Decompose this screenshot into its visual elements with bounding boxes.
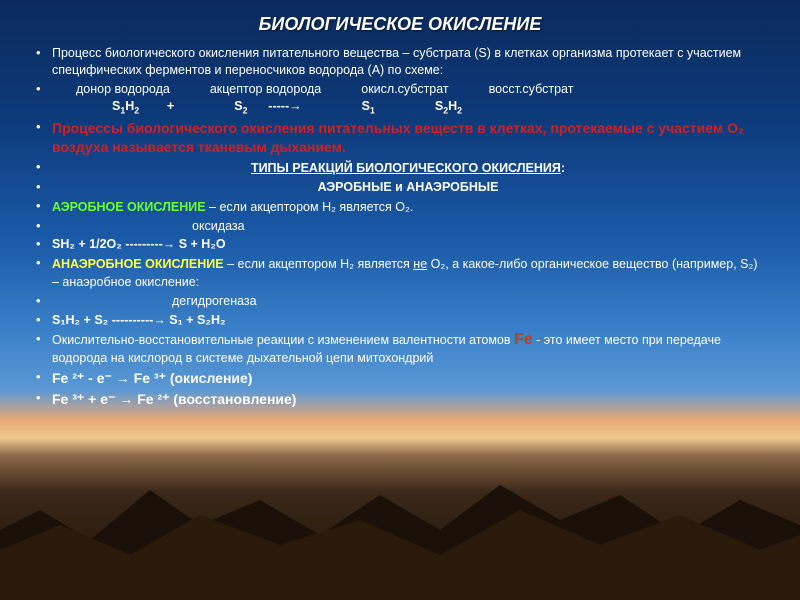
- slide-title: БИОЛОГИЧЕСКОЕ ОКИСЛЕНИЕ: [36, 14, 764, 35]
- tissue-breathing: Процессы биологического окисления питате…: [52, 119, 764, 157]
- reduced-label: восст.субстрат: [489, 81, 574, 98]
- equation-2: SH₂ + 1/2O₂ ---------→ S + H₂O: [52, 236, 764, 253]
- reaction-types-title: ТИПЫ РЕАКЦИЙ БИОЛОГИЧЕСКОГО ОКИСЛЕНИЯ: [251, 161, 561, 175]
- fe-reduction: Fe ³⁺ + e⁻ → Fe ²⁺ (восстановление): [52, 390, 764, 409]
- acceptor-label: акцептор водорода: [210, 81, 321, 98]
- equation-3: S₁H₂ + S₂ ----------→ S₁ + S₂H₂: [52, 312, 764, 329]
- bullet-list: Процесс биологического окисления питател…: [36, 45, 764, 409]
- aerob-anaerob-label: АЭРОБНЫЕ и АНАЭРОБНЫЕ: [52, 179, 764, 196]
- oxidase-label: оксидаза: [52, 218, 764, 235]
- anaerobic-label: АНАЭРОБНОЕ ОКИСЛЕНИЕ: [52, 257, 224, 271]
- aerobic-text: – если акцептором H₂ является O₂.: [206, 200, 414, 214]
- oxid-label: окисл.субстрат: [361, 81, 448, 98]
- equation-1: S1H2 + S2 -----→ S1 S2H2: [52, 98, 764, 117]
- donor-label: донор водорода: [76, 81, 170, 98]
- aerobic-label: АЭРОБНОЕ ОКИСЛЕНИЕ: [52, 200, 206, 214]
- fe-oxidation: Fe ²⁺ - e⁻ → Fe ³⁺ (окисление): [52, 369, 764, 388]
- intro-text: Процесс биологического окисления питател…: [52, 45, 764, 79]
- dehydrogenase-label: дегидрогеназа: [52, 293, 764, 310]
- fe-label: Fe: [514, 331, 533, 348]
- roles-row: донор водорода акцептор водорода окисл.с…: [52, 81, 764, 98]
